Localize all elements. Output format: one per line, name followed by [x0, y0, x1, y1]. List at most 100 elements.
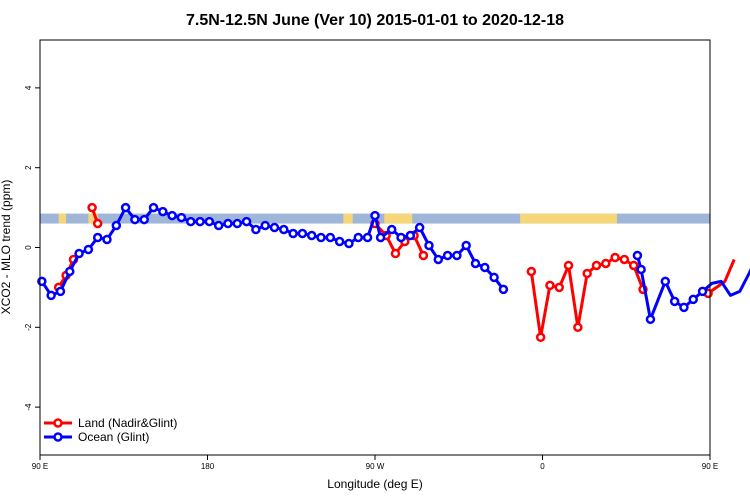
land-patch [88, 213, 98, 224]
data-point [102, 234, 112, 245]
data-point [241, 216, 252, 227]
x-axis: 90 E 180 90 W 0 90 E [32, 455, 718, 471]
data-point [344, 238, 354, 249]
data-point [601, 258, 611, 269]
data-point [480, 262, 490, 273]
legend: Land (Nadir&Glint)Ocean (Glint) [44, 416, 177, 444]
data-point [353, 232, 363, 243]
data-point [632, 250, 643, 261]
y-axis: -4 -2 0 2 4 [24, 85, 40, 411]
data-point [470, 258, 481, 269]
y-tick-label: -2 [24, 323, 33, 331]
data-point [297, 228, 308, 239]
data-point [452, 250, 462, 261]
data-point [591, 260, 602, 271]
y-tick-label: -4 [24, 403, 33, 411]
data-point [433, 254, 444, 265]
x-axis-label: Longitude (deg E) [327, 477, 422, 491]
data-point [37, 276, 47, 287]
data-point [498, 284, 509, 295]
data-point [334, 236, 345, 247]
data-point [130, 214, 140, 225]
data-point [610, 252, 620, 263]
data-point [375, 232, 386, 243]
data-point [563, 260, 574, 271]
data-point [489, 272, 499, 283]
data-point [92, 218, 103, 229]
data-point [306, 230, 317, 241]
data-point [418, 250, 429, 261]
land-patch [58, 213, 67, 224]
data-point [526, 266, 537, 277]
legend-marker [53, 418, 63, 428]
data-point [405, 230, 416, 241]
data-point [679, 302, 689, 313]
land-patch [520, 213, 617, 224]
data-point [688, 294, 698, 305]
data-point [697, 286, 708, 297]
data-point [55, 286, 66, 297]
data-point [223, 218, 233, 229]
x-tick-label: 90 E [32, 462, 48, 471]
y-axis-label: XCO2 - MLO trend (ppm) [0, 180, 13, 315]
data-point [414, 222, 425, 233]
data-point [288, 228, 298, 239]
data-point [545, 280, 555, 291]
data-point [232, 218, 243, 229]
series-ocean [37, 202, 750, 325]
data-point [87, 202, 97, 213]
data-point [387, 224, 397, 235]
data-point [669, 296, 680, 307]
data-point [167, 210, 177, 221]
legend-label: Ocean (Glint) [78, 430, 149, 444]
data-point [660, 276, 671, 287]
data-point [148, 202, 159, 213]
data-point [442, 250, 453, 261]
data-point [176, 212, 187, 223]
legend-label: Land (Nadir&Glint) [78, 416, 177, 430]
data-point [396, 232, 406, 243]
data-point [213, 220, 224, 231]
data-point [424, 240, 434, 251]
data-point [65, 266, 75, 277]
data-point [158, 206, 168, 217]
data-point [535, 332, 546, 343]
legend-marker [53, 432, 63, 442]
data-point [251, 224, 261, 235]
data-point [269, 222, 280, 233]
data-point [260, 220, 270, 231]
data-point [83, 244, 94, 255]
data-point [195, 216, 205, 227]
data-point [636, 264, 646, 275]
series-layer [37, 202, 750, 343]
data-point [139, 214, 149, 225]
data-point [186, 216, 196, 227]
plot-frame [39, 39, 711, 456]
data-point [111, 220, 122, 231]
data-point [74, 248, 84, 259]
series-line [707, 258, 736, 295]
y-tick-label: 0 [24, 245, 33, 250]
land-patch [384, 213, 413, 224]
data-point [554, 282, 564, 293]
data-point [92, 232, 103, 243]
data-point [582, 268, 592, 279]
data-point [628, 260, 639, 271]
x-tick-label: 90 W [366, 462, 385, 471]
data-point [645, 314, 656, 325]
data-point [461, 240, 471, 251]
y-tick-label: 4 [24, 85, 33, 90]
chart-title: 7.5N-12.5N June (Ver 10) 2015-01-01 to 2… [186, 12, 564, 29]
data-point [279, 224, 289, 235]
x-tick-label: 0 [540, 462, 545, 471]
data-point [325, 232, 336, 243]
y-tick-label: 2 [24, 165, 33, 170]
data-point [619, 254, 630, 265]
data-point [370, 210, 380, 221]
land-patch [343, 213, 353, 224]
data-point [573, 322, 583, 333]
data-point [316, 232, 326, 243]
series-land [53, 202, 736, 343]
x-tick-label: 180 [201, 462, 215, 471]
